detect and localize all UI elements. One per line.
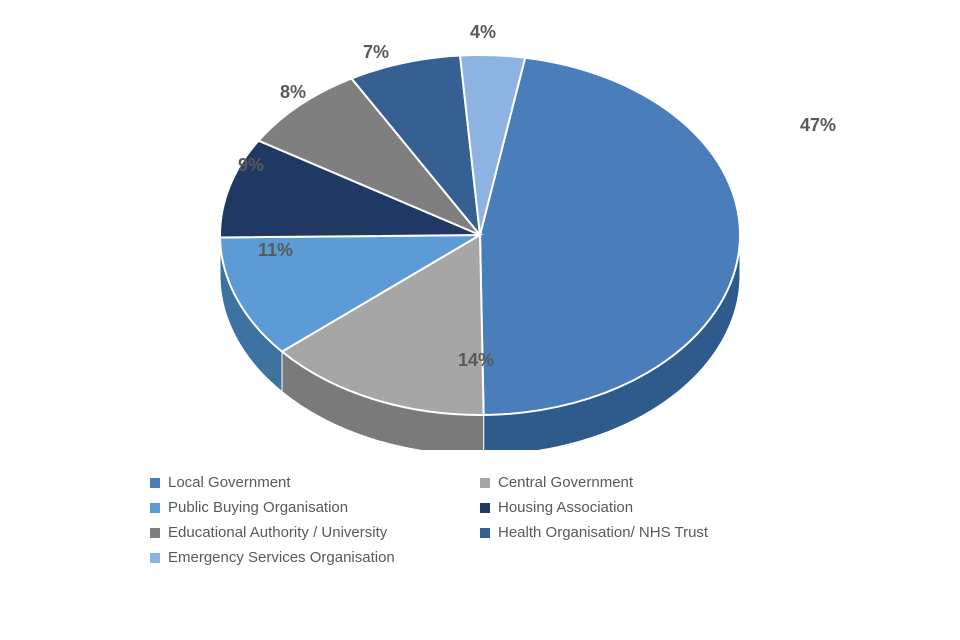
legend-swatch <box>150 478 160 488</box>
legend-label: Central Government <box>498 474 633 491</box>
legend-item: Health Organisation/ NHS Trust <box>480 520 810 545</box>
legend-label: Health Organisation/ NHS Trust <box>498 524 708 541</box>
pie-svg <box>180 20 780 450</box>
legend-item: Educational Authority / University <box>150 520 480 545</box>
slice-label: 14% <box>458 350 494 371</box>
pie-chart: 47%14%11%9%8%7%4% <box>180 20 780 450</box>
legend-item: Housing Association <box>480 495 810 520</box>
legend-swatch <box>480 478 490 488</box>
legend-item: Emergency Services Organisation <box>150 545 480 570</box>
legend: Local Government Central Government Public… <box>150 470 810 570</box>
slice-label: 8% <box>280 82 306 103</box>
legend-swatch <box>480 528 490 538</box>
legend-item: Public Buying Organisation <box>150 495 480 520</box>
legend-item: Local Government <box>150 470 480 495</box>
legend-swatch <box>150 503 160 513</box>
legend-label: Public Buying Organisation <box>168 499 348 516</box>
legend-label: Local Government <box>168 474 291 491</box>
slice-label: 9% <box>238 155 264 176</box>
slice-label: 47% <box>800 115 836 136</box>
slice-label: 11% <box>258 240 293 261</box>
legend-swatch <box>150 528 160 538</box>
legend-label: Emergency Services Organisation <box>168 549 395 566</box>
legend-label: Educational Authority / University <box>168 524 387 541</box>
legend-label: Housing Association <box>498 499 633 516</box>
legend-swatch <box>150 553 160 563</box>
legend-item: Central Government <box>480 470 810 495</box>
legend-swatch <box>480 503 490 513</box>
slice-label: 4% <box>470 22 496 43</box>
slice-label: 7% <box>363 42 389 63</box>
